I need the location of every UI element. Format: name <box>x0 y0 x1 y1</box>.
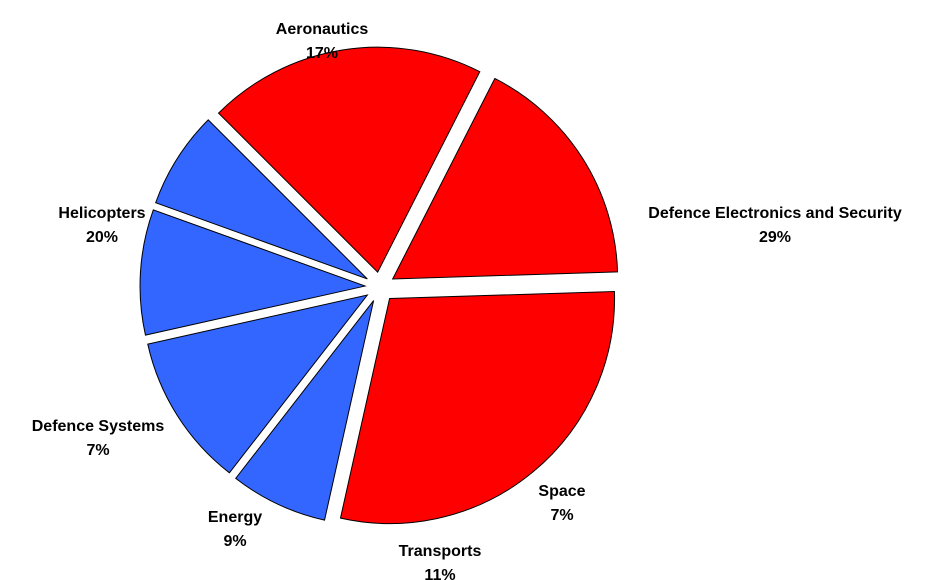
slice-percent: 7% <box>86 442 109 459</box>
pie-slices <box>139 46 619 525</box>
slice-label-energy: Energy 9% <box>208 509 262 550</box>
slice-label-transports: Transports 11% <box>399 543 482 580</box>
slice-name: Space <box>538 483 585 500</box>
pie-slice-energy <box>139 209 367 336</box>
pie-slice-defence-systems <box>154 119 368 280</box>
slice-percent: 9% <box>223 533 246 550</box>
slice-label-aeronautics: Aeronautics 17% <box>276 21 369 62</box>
pie-slice-aeronautics <box>391 77 619 280</box>
slice-name: Defence Electronics and Security <box>648 205 902 222</box>
slice-percent: 17% <box>306 45 338 62</box>
slice-percent: 11% <box>424 567 455 580</box>
slice-name: Energy <box>208 509 262 526</box>
slice-percent: 29% <box>759 229 791 246</box>
pie-slice-defence-electronics-and-security <box>339 290 615 525</box>
slice-label-space: Space 7% <box>538 483 585 524</box>
slice-name: Helicopters <box>58 205 145 222</box>
slice-name: Defence Systems <box>32 418 165 435</box>
slice-name: Transports <box>399 543 482 560</box>
slice-percent: 20% <box>86 229 118 246</box>
slice-percent: 7% <box>550 507 573 524</box>
pie-slice-transports <box>147 294 369 474</box>
slice-label-defence-systems: Defence Systems 7% <box>32 418 165 459</box>
pie-slice-space <box>235 300 375 521</box>
pie-slice-helicopters <box>217 46 481 274</box>
slice-label-helicopters: Helicopters 20% <box>58 205 145 246</box>
slice-name: Aeronautics <box>276 21 369 38</box>
slice-label-defence-electronics-and-security: Defence Electronics and Security 29% <box>648 205 902 246</box>
pie-labels: Aeronautics 17% Defence Electronics and Se… <box>32 21 902 580</box>
